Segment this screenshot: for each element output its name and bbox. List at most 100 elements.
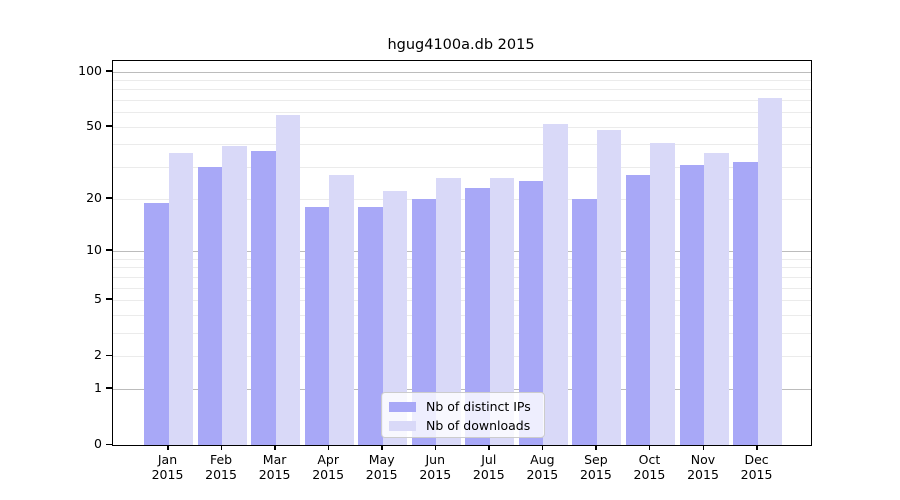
y-tick-label: 50 bbox=[86, 117, 102, 133]
y-tick-mark bbox=[106, 443, 112, 445]
gridline-minor bbox=[113, 258, 811, 260]
gridline-minor bbox=[113, 198, 811, 200]
bar-distinct-ips bbox=[572, 198, 597, 445]
x-tick-label: Jan 2015 bbox=[140, 452, 196, 482]
gridline-minor bbox=[113, 79, 811, 81]
bar-distinct-ips bbox=[304, 206, 330, 445]
x-tick-year: 2015 bbox=[633, 467, 666, 482]
bar-distinct-ips bbox=[358, 206, 383, 445]
x-tick-year: 2015 bbox=[472, 467, 505, 482]
y-tick-mark bbox=[106, 197, 112, 199]
x-tick-mark bbox=[756, 445, 758, 450]
y-tick-mark bbox=[106, 249, 112, 251]
gridline-minor bbox=[113, 287, 811, 289]
bar-distinct-ips bbox=[251, 150, 276, 445]
x-tick-year: 2015 bbox=[740, 467, 773, 482]
y-tick-label: 2 bbox=[94, 347, 102, 363]
legend: Nb of distinct IPs Nb of downloads bbox=[381, 392, 545, 438]
x-tick-label: Nov 2015 bbox=[675, 452, 731, 482]
x-tick-label: Jul 2015 bbox=[461, 452, 517, 482]
x-tick-label: Oct 2015 bbox=[621, 452, 677, 482]
bar-downloads bbox=[596, 130, 622, 445]
x-tick-year: 2015 bbox=[312, 467, 345, 482]
chart-title: hgug4100a.db 2015 bbox=[387, 37, 535, 53]
x-tick-month: Dec bbox=[744, 452, 769, 467]
x-tick-year: 2015 bbox=[526, 467, 559, 482]
x-tick-label: Dec 2015 bbox=[729, 452, 785, 482]
x-tick-month: Feb bbox=[209, 452, 233, 467]
bar-downloads bbox=[275, 115, 301, 445]
x-tick-month: Aug bbox=[530, 452, 555, 467]
bar-distinct-ips bbox=[144, 202, 169, 445]
gridline-minor bbox=[113, 100, 811, 102]
x-tick-mark bbox=[702, 445, 704, 450]
gridline-minor bbox=[113, 356, 811, 358]
x-tick-label: Sep 2015 bbox=[568, 452, 624, 482]
y-tick-mark bbox=[106, 354, 112, 357]
x-tick-label: Apr 2015 bbox=[300, 452, 356, 482]
bar-downloads bbox=[168, 152, 193, 445]
y-tick-mark bbox=[106, 125, 112, 127]
bar-downloads bbox=[222, 146, 247, 445]
bar-downloads bbox=[329, 175, 354, 445]
gridline-major bbox=[113, 71, 811, 73]
x-tick-month: Oct bbox=[638, 452, 661, 467]
y-tick-mark bbox=[106, 298, 112, 300]
gridline-minor bbox=[113, 167, 811, 169]
gridline-minor bbox=[113, 276, 811, 278]
gridline-minor bbox=[113, 144, 811, 146]
x-tick-label: Jun 2015 bbox=[407, 452, 463, 482]
legend-label-downloads: Nb of downloads bbox=[426, 418, 531, 433]
y-tick-label: 10 bbox=[86, 241, 102, 257]
x-tick-mark bbox=[167, 445, 169, 450]
legend-swatch-distinct-ips bbox=[389, 401, 416, 412]
legend-item-distinct-ips: Nb of distinct IPs bbox=[389, 397, 544, 416]
y-tick-label: 0 bbox=[94, 436, 102, 451]
x-tick-mark bbox=[381, 445, 383, 450]
gridline-minor bbox=[113, 332, 811, 334]
x-tick-mark bbox=[595, 445, 597, 450]
x-tick-month: Sep bbox=[584, 452, 608, 467]
x-tick-year: 2015 bbox=[419, 467, 452, 482]
x-tick-month: May bbox=[368, 452, 395, 467]
legend-item-downloads: Nb of downloads bbox=[389, 416, 544, 435]
x-tick-mark bbox=[541, 445, 544, 450]
x-tick-mark bbox=[488, 445, 490, 450]
x-tick-year: 2015 bbox=[205, 467, 237, 482]
x-tick-mark bbox=[274, 445, 276, 450]
x-tick-year: 2015 bbox=[258, 467, 291, 482]
legend-label-distinct-ips: Nb of distinct IPs bbox=[426, 399, 531, 414]
legend-swatch-downloads bbox=[389, 420, 416, 431]
gridline-minor bbox=[113, 112, 811, 114]
gridline-minor bbox=[113, 89, 811, 91]
x-tick-label: Mar 2015 bbox=[247, 452, 303, 482]
x-tick-mark bbox=[220, 445, 223, 450]
x-tick-mark bbox=[327, 445, 330, 450]
y-tick-mark bbox=[106, 387, 112, 389]
gridline-minor bbox=[113, 314, 811, 316]
x-tick-month: Apr bbox=[317, 452, 339, 467]
gridline-major bbox=[113, 250, 811, 252]
bar-downloads bbox=[757, 97, 783, 445]
y-tick-mark bbox=[106, 70, 112, 72]
bar-downloads bbox=[704, 152, 729, 445]
x-tick-mark bbox=[648, 445, 651, 450]
x-tick-year: 2015 bbox=[365, 467, 398, 482]
x-tick-label: Feb 2015 bbox=[193, 452, 249, 482]
x-tick-label: Aug 2015 bbox=[514, 452, 570, 482]
bar-downloads bbox=[543, 123, 568, 445]
x-tick-month: Mar bbox=[262, 452, 287, 467]
gridline-minor bbox=[113, 299, 811, 301]
x-tick-label: May 2015 bbox=[354, 452, 410, 482]
bar-distinct-ips bbox=[733, 162, 758, 445]
gridline-major bbox=[113, 388, 811, 390]
x-tick-month: Jun bbox=[425, 452, 446, 467]
y-tick-label: 1 bbox=[94, 379, 102, 395]
x-tick-month: Jul bbox=[481, 452, 497, 467]
plot-area bbox=[112, 60, 812, 446]
gridline-minor bbox=[113, 267, 811, 269]
x-tick-month: Nov bbox=[690, 452, 716, 467]
gridline-minor bbox=[113, 126, 811, 128]
bar-downloads bbox=[650, 142, 675, 445]
